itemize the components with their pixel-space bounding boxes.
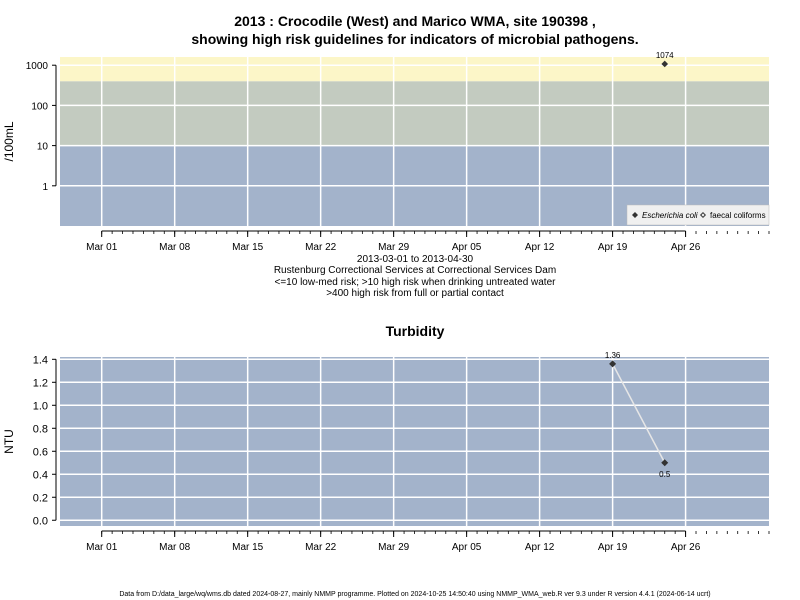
subtitle-line-4: >400 high risk from full or partial cont…: [326, 288, 504, 299]
x-tick-label: Apr 19: [598, 242, 628, 253]
x-tick-label: Apr 12: [525, 542, 555, 553]
legend-box: [626, 204, 770, 226]
x-tick-label: Mar 08: [159, 542, 191, 553]
turbidity-line: [611, 363, 666, 464]
turbidity-title: Turbidity: [386, 323, 445, 339]
y-tick-label: 0.2: [33, 492, 48, 504]
x-tick-label: Mar 15: [232, 542, 264, 553]
turbidity-plot: 0.0 0.2 0.4 0.6 0.8 1.0 1.2 1.4 NTU Mar 01 Mar 08 M…: [2, 351, 770, 553]
y-tick-label: 1000: [26, 61, 49, 72]
chart-title-line1: 2013 : Crocodile (West) and Marico WMA, …: [234, 13, 596, 29]
y-tick-label: 0.0: [33, 515, 48, 527]
data-point: [661, 459, 669, 467]
x-tick-label: Mar 22: [305, 242, 337, 253]
y-tick-label: 1: [42, 182, 48, 193]
x-tick-label: Apr 26: [671, 242, 701, 253]
legend: Escherichia coli faecal coliforms: [626, 204, 770, 226]
subtitle-line-1: 2013-03-01 to 2013-04-30: [357, 254, 474, 265]
data-point: [661, 60, 669, 68]
y-tick-label: 0.8: [33, 423, 48, 435]
x-tick-label: Mar 22: [305, 542, 337, 553]
y-tick-label: 10: [37, 142, 49, 153]
legend-marker-ecoli: [631, 211, 639, 219]
x-tick-label: Apr 05: [452, 542, 482, 553]
data-point: [609, 360, 617, 368]
y-tick-label: 1.4: [33, 354, 48, 366]
subtitle-line-2: Rustenburg Correctional Services at Corr…: [274, 265, 556, 276]
x-tick-label: Mar 29: [378, 542, 410, 553]
y-axis-label: /100mL: [2, 121, 16, 161]
legend-label-ecoli: Escherichia coli: [642, 211, 698, 220]
x-tick-label: Mar 01: [86, 542, 118, 553]
legend-marker-faecal: [699, 211, 707, 219]
y-tick-label: 100: [31, 101, 48, 112]
risk-band: [60, 81, 769, 146]
x-tick-label: Apr 05: [452, 242, 482, 253]
data-label: 0.5: [659, 470, 671, 479]
legend-label-faecal: faecal coliforms: [710, 211, 766, 220]
y-tick-label: 0.6: [33, 446, 48, 458]
x-tick-label: Apr 12: [525, 242, 555, 253]
x-tick-label: Mar 08: [159, 242, 191, 253]
x-tick-label: Apr 19: [598, 542, 628, 553]
y-tick-label: 1.0: [33, 400, 48, 412]
footer-note: Data from D:/data_large/wq/wms.db dated …: [119, 591, 710, 598]
chart-title-line2: showing high risk guidelines for indicat…: [191, 31, 638, 47]
x-tick-label: Mar 15: [232, 242, 264, 253]
data-label: 1.36: [605, 351, 621, 360]
x-tick-label: Apr 26: [671, 542, 701, 553]
y-tick-label: 0.4: [33, 469, 48, 481]
data-label: 1074: [656, 51, 674, 60]
risk-band: [60, 57, 769, 82]
x-tick-label: Mar 29: [378, 242, 410, 253]
x-tick-label: Mar 01: [86, 242, 118, 253]
y-tick-label: 1.2: [33, 377, 48, 389]
subtitle-line-3: <=10 low-med risk; >10 high risk when dr…: [275, 277, 557, 288]
microbial-plot: 1 10 100 1000/100mL Mar 01 Mar 08 Mar 15 Mar 22…: [2, 51, 770, 253]
y-axis-label: NTU: [2, 429, 16, 454]
